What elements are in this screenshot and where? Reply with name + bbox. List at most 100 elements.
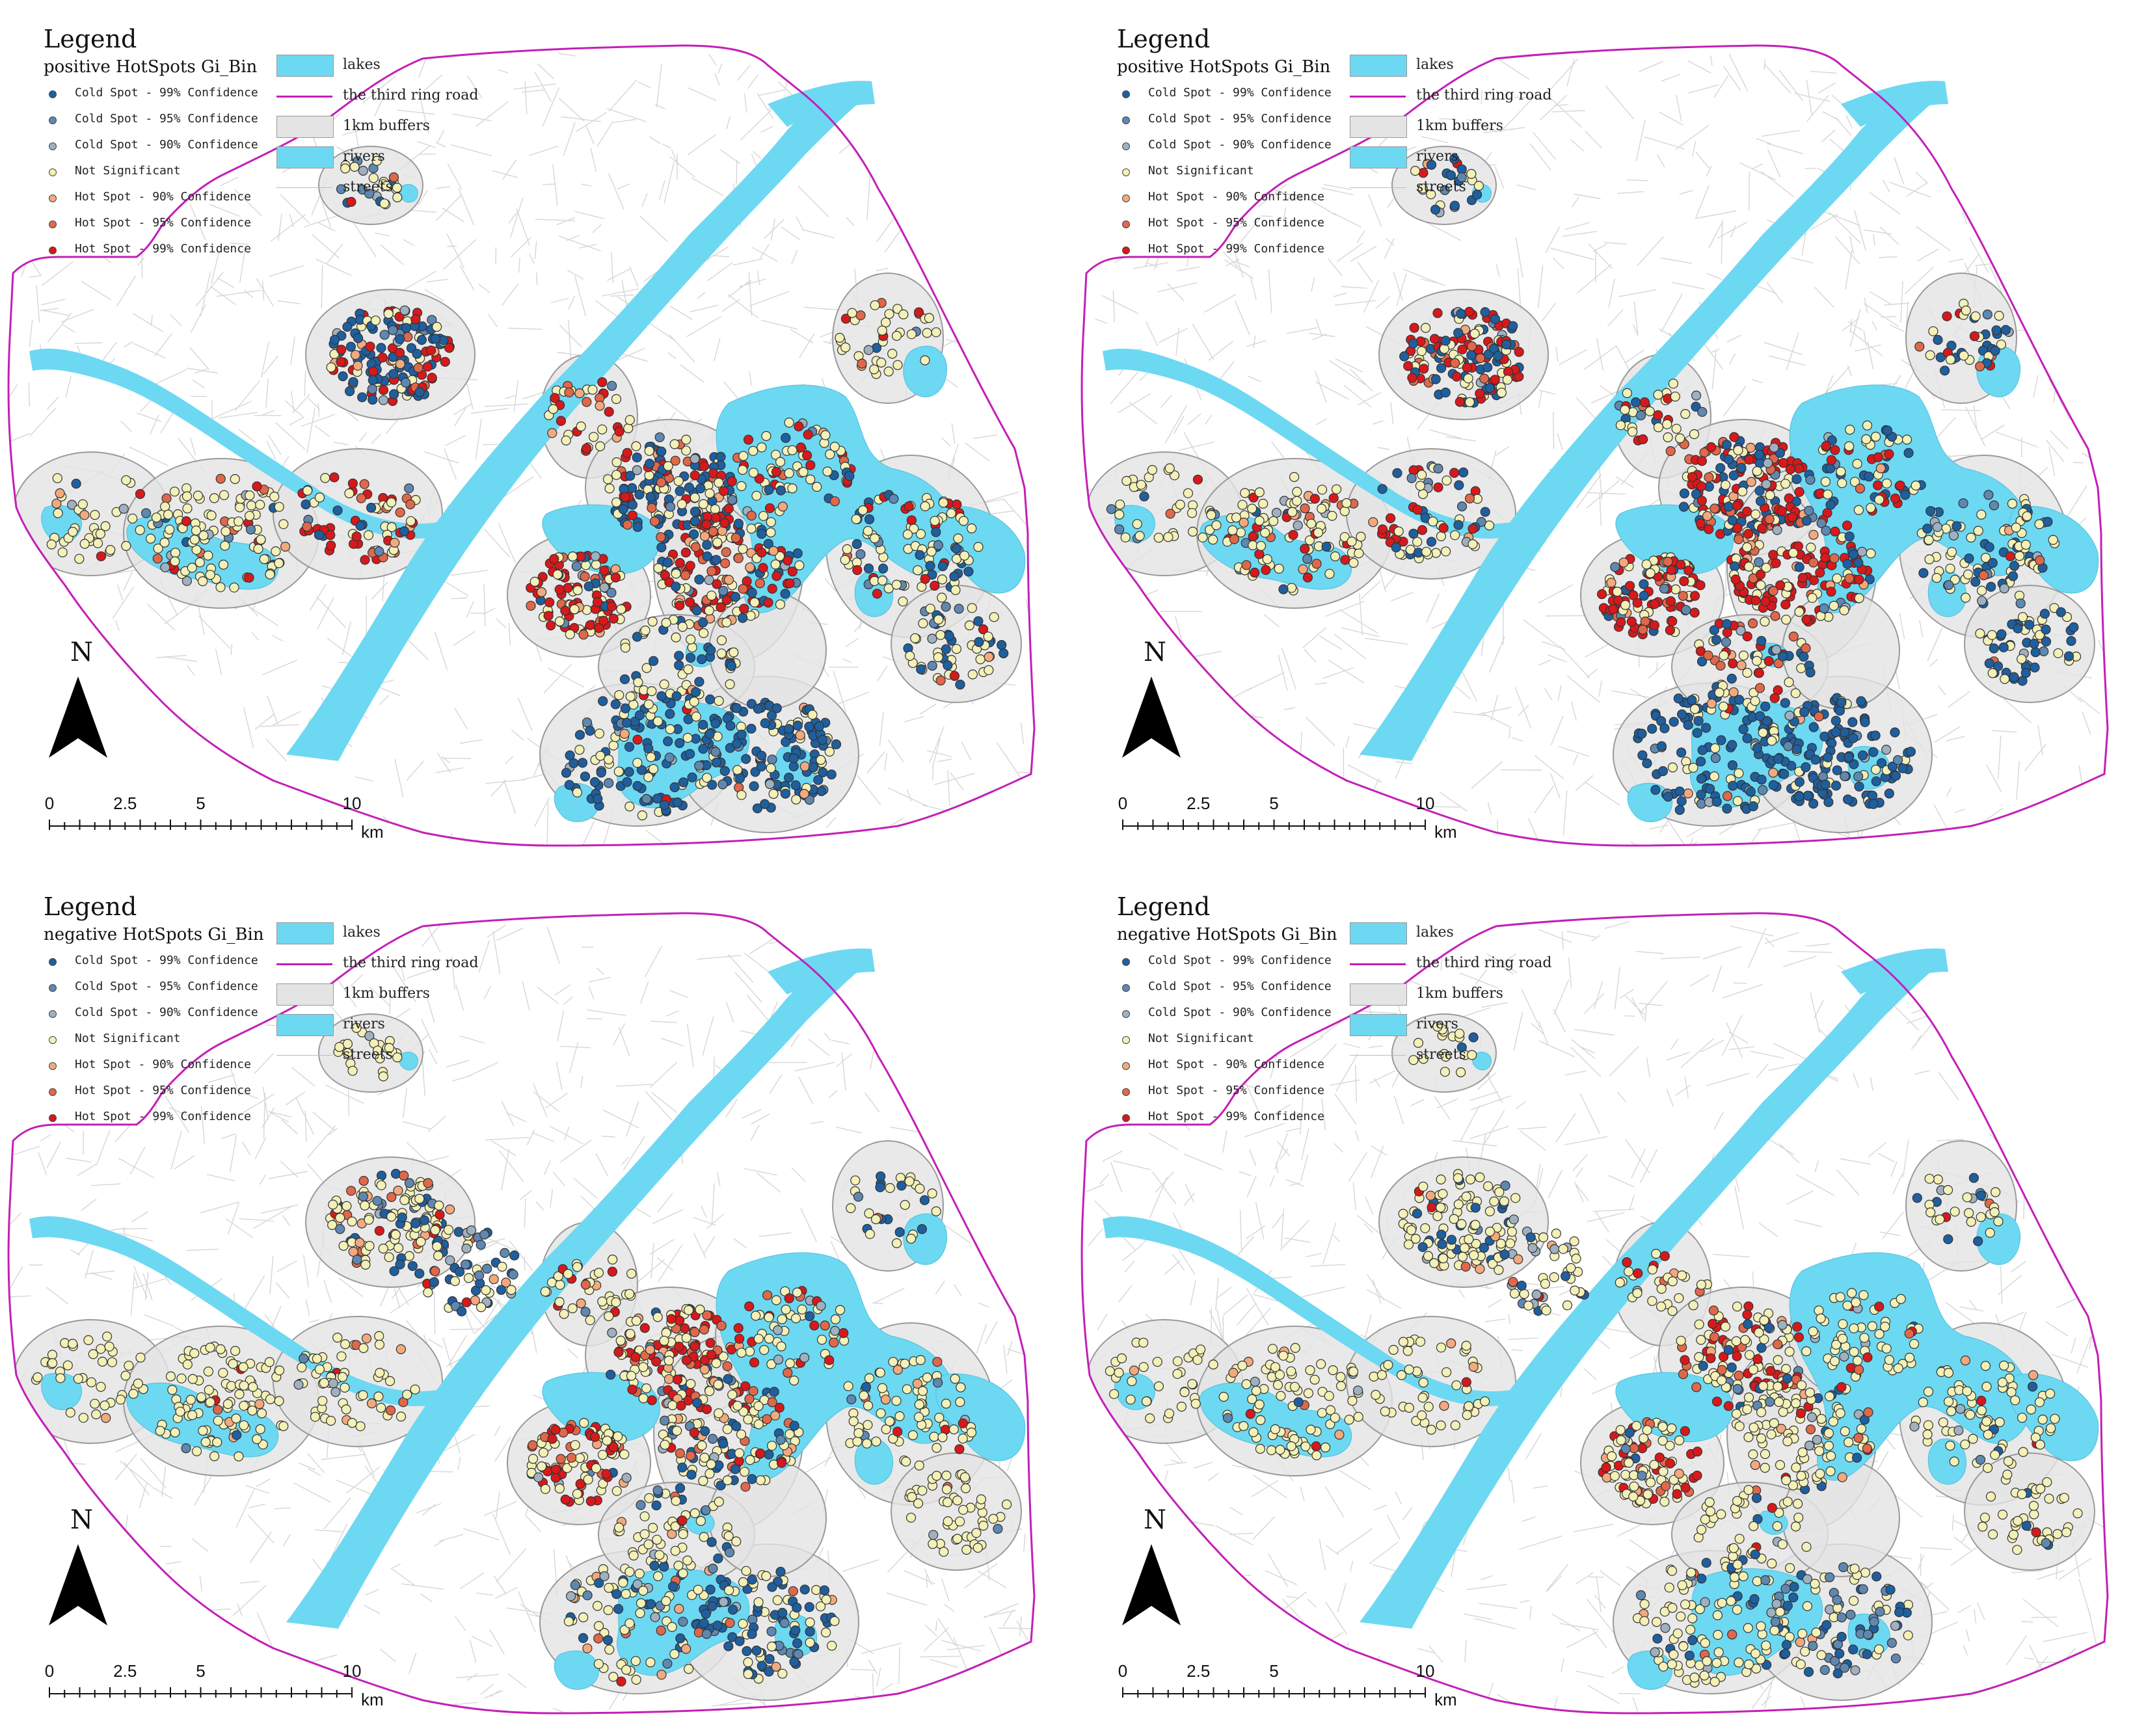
hotspot-point <box>1982 309 1992 320</box>
legend-symbol <box>49 984 57 992</box>
hotspot-point <box>1637 750 1648 760</box>
hotspot-point <box>699 531 710 542</box>
hotspot-point <box>445 1255 455 1266</box>
hotspot-point <box>1804 505 1814 516</box>
hotspot-point <box>1254 1399 1265 1410</box>
hotspot-point <box>1228 1367 1239 1378</box>
hotspot-point <box>419 1215 430 1225</box>
hotspot-point <box>349 161 360 172</box>
hotspot-point <box>641 663 652 673</box>
hotspot-point <box>474 1270 485 1281</box>
hotspot-point <box>332 505 343 516</box>
hotspot-point <box>232 1430 242 1440</box>
legend-ref-item: rivers <box>276 1010 511 1039</box>
hotspot-point <box>438 335 449 345</box>
hotspot-point <box>302 485 313 496</box>
lake <box>935 1373 1026 1462</box>
hotspot-point <box>1676 796 1687 807</box>
hotspot-point <box>1464 1401 1474 1411</box>
hotspot-point <box>746 511 757 521</box>
hotspot-point <box>701 519 712 530</box>
hotspot-point <box>632 781 643 792</box>
hotspot-point <box>1924 554 1935 565</box>
hotspot-point <box>1970 576 1981 587</box>
hotspot-point <box>647 503 657 513</box>
hotspot-point <box>767 1397 777 1408</box>
hotspot-point <box>83 1335 94 1346</box>
legend-item: Cold Spot - 95% Confidence <box>44 976 291 999</box>
hotspot-point <box>973 542 984 552</box>
hotspot-point <box>1300 503 1310 514</box>
hotspot-point <box>935 630 946 640</box>
hotspot-point <box>652 794 663 804</box>
hotspot-point <box>636 765 647 775</box>
hotspot-point <box>804 1602 814 1612</box>
scale-bar-unit: km <box>1434 822 1457 842</box>
hotspot-point <box>1412 1209 1423 1219</box>
hotspot-point <box>582 443 592 453</box>
hotspot-point <box>644 1493 654 1503</box>
hotspot-point <box>582 1590 593 1601</box>
hotspot-point <box>187 1374 198 1384</box>
hotspot-point <box>1754 683 1765 693</box>
hotspot-point <box>1687 695 1697 706</box>
hotspot-point <box>946 508 956 518</box>
hotspot-point <box>1837 478 1847 488</box>
hotspot-point <box>101 1413 111 1423</box>
hotspot-point <box>1760 596 1771 607</box>
hotspot-point <box>1479 1242 1489 1253</box>
hotspot-point <box>1761 563 1771 573</box>
hotspot-point <box>1303 1388 1313 1398</box>
hotspot-point <box>757 751 767 761</box>
hotspot-point <box>589 777 600 788</box>
hotspot-point <box>1703 650 1713 661</box>
hotspot-point <box>884 1416 895 1426</box>
hotspot-point <box>1163 532 1174 542</box>
hotspot-point <box>1823 489 1833 500</box>
hotspot-point <box>205 1342 215 1353</box>
hotspot-point <box>706 1459 716 1469</box>
hotspot-point <box>1423 1402 1434 1412</box>
hotspot-point <box>1928 326 1938 336</box>
hotspot-point <box>2056 607 2066 617</box>
hotspot-point <box>1736 660 1747 671</box>
hotspot-point <box>2000 325 2011 335</box>
hotspot-point <box>86 1377 97 1387</box>
hotspot-point <box>342 321 353 332</box>
hotspot-point <box>872 589 883 599</box>
legend-ref-label: rivers <box>343 1016 385 1032</box>
hotspot-point <box>1674 1435 1685 1446</box>
hotspot-point <box>1635 410 1646 421</box>
hotspot-point <box>764 779 775 790</box>
hotspot-point <box>2034 630 2045 640</box>
hotspot-point <box>396 1411 407 1422</box>
hotspot-point <box>763 539 773 549</box>
hotspot-point <box>1309 494 1320 504</box>
hotspot-point <box>961 1544 972 1555</box>
hotspot-point <box>699 1452 710 1463</box>
hotspot-point <box>892 1426 903 1437</box>
hotspot-point <box>863 345 874 355</box>
hotspot-point <box>674 660 684 671</box>
hotspot-point <box>530 576 540 587</box>
hotspot-point <box>1697 496 1707 506</box>
hotspot-point <box>1692 1470 1702 1481</box>
hotspot-point <box>680 570 691 581</box>
river <box>286 85 865 761</box>
hotspot-point <box>891 1396 902 1406</box>
hotspot-point <box>702 540 712 550</box>
hotspot-point <box>1637 1443 1648 1454</box>
legend-symbol <box>1122 90 1130 98</box>
hotspot-point <box>766 1441 777 1451</box>
hotspot-point <box>718 779 728 790</box>
hotspot-point <box>410 1218 421 1229</box>
hotspot-point <box>1781 615 1791 625</box>
legend-swatch <box>276 55 334 77</box>
lake <box>854 1438 894 1485</box>
hotspot-point <box>1380 1406 1390 1417</box>
hotspot-point <box>831 739 842 750</box>
hotspot-point <box>336 356 346 367</box>
hotspot-point <box>1436 1174 1446 1184</box>
hotspot-point <box>883 366 894 377</box>
hotspot-point <box>1347 536 1357 547</box>
